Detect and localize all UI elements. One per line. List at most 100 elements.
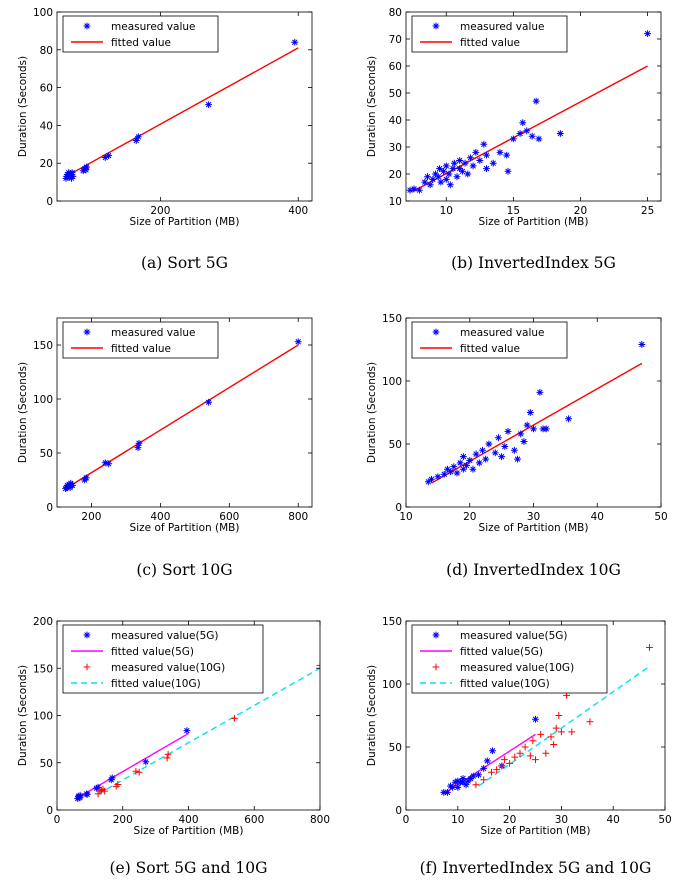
data-point bbox=[94, 790, 102, 798]
data-point bbox=[114, 781, 122, 788]
x-tick-label: 0 bbox=[403, 814, 410, 826]
data-point bbox=[461, 159, 469, 167]
data-point bbox=[69, 482, 76, 489]
data-point bbox=[482, 455, 490, 463]
data-point bbox=[464, 777, 472, 785]
data-point bbox=[556, 130, 564, 137]
x-tick-label: 50 bbox=[658, 814, 671, 826]
data-point bbox=[528, 132, 536, 140]
legend-label: fitted value bbox=[111, 37, 171, 49]
x-tick-label: 30 bbox=[527, 511, 540, 523]
data-point bbox=[432, 631, 440, 639]
legend-box bbox=[411, 321, 568, 359]
plot-area bbox=[74, 662, 320, 803]
data-point bbox=[76, 794, 84, 802]
y-tick-label: 40 bbox=[40, 120, 53, 132]
data-point bbox=[434, 173, 442, 181]
legend-label: fitted value bbox=[460, 37, 520, 49]
data-point bbox=[459, 465, 467, 473]
data-point bbox=[454, 783, 462, 791]
data-point bbox=[501, 443, 509, 450]
y-tick-label: 10 bbox=[389, 196, 402, 208]
y-tick-label: 150 bbox=[382, 313, 402, 325]
legend-label: measured value(10G) bbox=[111, 662, 225, 674]
data-point bbox=[454, 777, 462, 785]
legend-box bbox=[62, 321, 219, 359]
x-axis-label: Size of Partition (MB) bbox=[130, 522, 240, 534]
data-point bbox=[97, 786, 105, 794]
data-point bbox=[205, 101, 213, 109]
legend-label: measured value(5G) bbox=[111, 630, 219, 642]
data-point bbox=[469, 465, 477, 473]
legend-label: measured value bbox=[111, 21, 195, 33]
data-point bbox=[493, 766, 501, 774]
x-tick-label: 40 bbox=[607, 814, 620, 826]
data-point bbox=[523, 421, 531, 429]
y-tick-label: 20 bbox=[40, 158, 53, 170]
data-point bbox=[101, 459, 109, 467]
chart-caption: (b) InvertedIndex 5G bbox=[451, 254, 616, 272]
legend-label: fitted value(10G) bbox=[111, 678, 201, 690]
data-point bbox=[464, 170, 472, 178]
x-axis-label: Size of Partition (MB) bbox=[479, 522, 589, 534]
y-tick-label: 20 bbox=[389, 169, 402, 181]
x-tick-label: 800 bbox=[288, 511, 308, 523]
data-point bbox=[449, 783, 457, 791]
data-point bbox=[294, 338, 302, 346]
x-tick-label: 800 bbox=[310, 814, 330, 826]
data-point bbox=[504, 428, 512, 435]
x-tick-label: 600 bbox=[244, 814, 264, 826]
y-tick-label: 100 bbox=[33, 394, 53, 406]
legend-label: fitted value(10G) bbox=[460, 678, 550, 690]
data-point bbox=[416, 186, 423, 194]
data-point bbox=[480, 776, 488, 784]
plot-area bbox=[406, 30, 651, 194]
y-tick-label: 150 bbox=[382, 616, 402, 628]
legend-box bbox=[411, 624, 608, 694]
x-tick-label: 25 bbox=[641, 205, 654, 217]
data-point bbox=[459, 775, 467, 782]
data-point bbox=[521, 743, 529, 751]
x-tick-label: 20 bbox=[503, 814, 516, 826]
chart-panel-0: 200 400 0 20 40 60 80 100 Size of Partition (MB)… bbox=[17, 7, 313, 272]
chart-caption: (c) Sort 10G bbox=[136, 561, 232, 579]
data-point bbox=[74, 795, 82, 803]
x-tick-label: 400 bbox=[288, 205, 308, 217]
data-point bbox=[483, 151, 490, 159]
data-point bbox=[504, 167, 512, 175]
x-tick-label: 200 bbox=[113, 814, 133, 826]
data-point bbox=[469, 772, 477, 780]
data-point bbox=[135, 439, 143, 447]
plot-area bbox=[440, 644, 653, 796]
axes-box bbox=[405, 620, 666, 811]
y-tick-label: 50 bbox=[389, 439, 402, 451]
x-tick-label: 0 bbox=[54, 814, 61, 826]
y-tick-label: 100 bbox=[33, 711, 53, 723]
data-point bbox=[469, 162, 477, 170]
x-tick-label: 40 bbox=[591, 511, 604, 523]
data-point bbox=[436, 165, 443, 172]
data-point bbox=[514, 455, 521, 463]
data-point bbox=[529, 737, 537, 745]
data-point bbox=[458, 167, 466, 175]
data-point bbox=[445, 170, 453, 178]
data-point bbox=[503, 151, 511, 159]
data-point bbox=[450, 159, 458, 167]
data-point bbox=[568, 728, 576, 736]
data-point bbox=[450, 463, 458, 471]
axes-box bbox=[56, 11, 313, 202]
data-point bbox=[432, 328, 440, 336]
data-point bbox=[444, 465, 451, 473]
data-point bbox=[532, 97, 540, 105]
y-tick-label: 100 bbox=[382, 376, 402, 388]
data-point bbox=[442, 176, 450, 183]
data-point bbox=[467, 775, 475, 782]
data-point bbox=[476, 157, 484, 164]
y-axis-label: Duration (Seconds) bbox=[366, 665, 378, 766]
data-point bbox=[132, 137, 140, 144]
data-point bbox=[485, 440, 493, 448]
data-point bbox=[134, 444, 142, 451]
data-point bbox=[638, 341, 646, 348]
data-point bbox=[479, 446, 486, 454]
